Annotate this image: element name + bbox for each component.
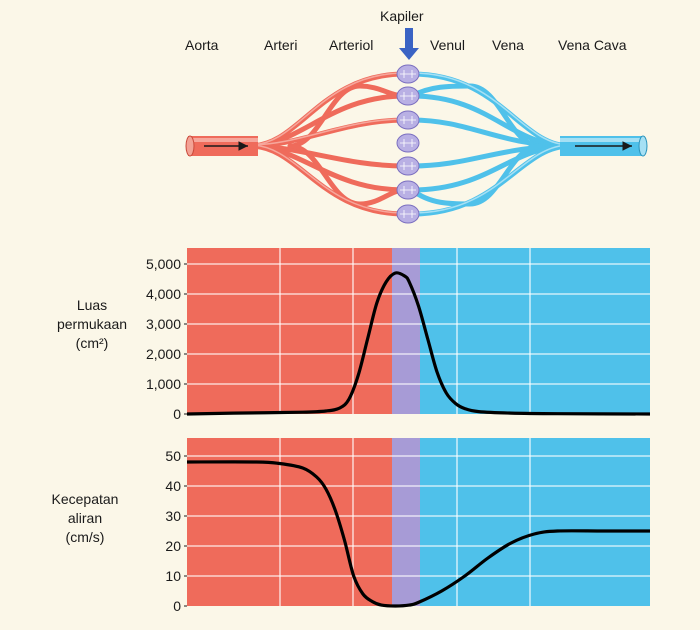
aorta-tube-highlight xyxy=(188,138,258,142)
vessel-label-vena-cava: Vena Cava xyxy=(558,37,627,53)
chart1-ytick-label: 4,000 xyxy=(146,286,181,302)
surface-area-ylabel-line3: (cm²) xyxy=(75,335,109,351)
chart1-artery-region xyxy=(187,248,392,414)
capillary-pointer-arrow-head xyxy=(399,48,419,60)
vessel-label-arteri: Arteri xyxy=(264,37,298,53)
surface-area-ylabel-line2: permukaan xyxy=(56,316,128,332)
chart2-data-curve xyxy=(186,460,650,608)
chart2-ytick-label: 20 xyxy=(165,538,181,554)
chart1-ytick-label: 0 xyxy=(173,406,181,422)
vessel-label-vena: Vena xyxy=(492,37,524,53)
chart1-data-curve xyxy=(186,271,651,416)
flow-velocity-ylabel-line3: (cm/s) xyxy=(65,529,105,545)
surface-area-ylabel: Luas permukaan (cm²) xyxy=(38,296,146,353)
chart1-vein-region xyxy=(420,248,650,414)
chart2-ytick-label: 0 xyxy=(173,598,181,614)
flow-velocity-ylabel: Kecepatan aliran (cm/s) xyxy=(30,490,140,547)
chart1-ytick-label: 3,000 xyxy=(146,316,181,332)
surface-area-ylabel-line1: Luas xyxy=(76,297,108,313)
chart1-ytick-label: 1,000 xyxy=(146,376,181,392)
artery-branch-highlights xyxy=(249,72,406,214)
vein-branch-highlights xyxy=(411,72,571,214)
capillary-bed-texture xyxy=(400,70,416,218)
vena-cava-tube-highlight xyxy=(560,138,643,142)
flow-velocity-ylabel-line2: aliran xyxy=(67,510,103,526)
capillary-label: Kapiler xyxy=(380,8,424,24)
vessel-label-arteriol: Arteriol xyxy=(329,37,374,53)
chart2-ytick-label: 50 xyxy=(165,448,181,464)
aorta-opening xyxy=(185,135,195,157)
chart1-ytick-label: 5,000 xyxy=(146,256,181,272)
chart2-ytick-label: 40 xyxy=(165,478,181,494)
capillary-pointer-arrow-shaft xyxy=(405,28,413,50)
vessel-network-diagram xyxy=(185,28,648,224)
chart2-ytick-label: 30 xyxy=(165,508,181,524)
vena-cava-opening xyxy=(638,135,648,157)
chart1-ytick-label: 2,000 xyxy=(146,346,181,362)
vessel-label-aorta: Aorta xyxy=(185,37,219,53)
chart2-vein-region xyxy=(420,438,650,606)
chart2-ytick-label: 10 xyxy=(165,568,181,584)
chart2-capillary-region xyxy=(392,438,420,606)
vessel-label-venul: Venul xyxy=(430,37,466,53)
flow-velocity-ylabel-line1: Kecepatan xyxy=(51,491,119,507)
